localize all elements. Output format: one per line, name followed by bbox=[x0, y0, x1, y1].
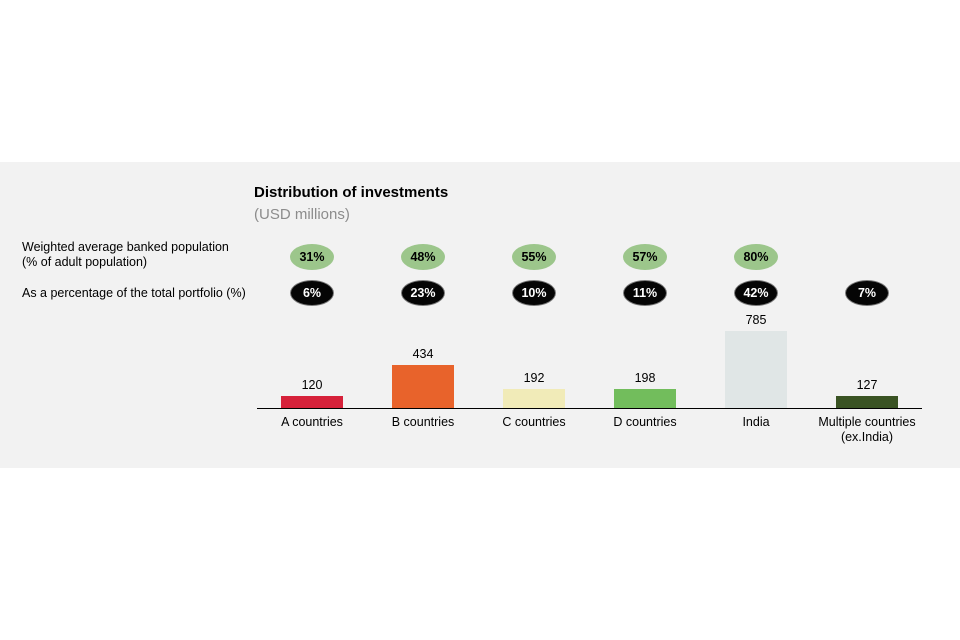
portfolio-share-badge: 6% bbox=[290, 280, 334, 306]
banked-population-badge: 55% bbox=[512, 244, 556, 270]
category-label-line: India bbox=[742, 415, 770, 429]
bar-value-label: 127 bbox=[856, 377, 878, 392]
chart-subtitle: (USD millions) bbox=[254, 206, 350, 223]
bar-value-label: 785 bbox=[745, 313, 767, 327]
category-label: Multiple countries (ex.India) bbox=[807, 415, 927, 445]
bar-value-label: 192 bbox=[523, 371, 545, 386]
bar-value-label: 198 bbox=[634, 370, 656, 385]
category-label-line: C countries bbox=[502, 415, 566, 429]
bar-value-label: 434 bbox=[412, 347, 434, 362]
banked-population-label-line2: (% of adult population) bbox=[22, 255, 148, 269]
bar-5 bbox=[725, 331, 787, 408]
category-label: B countries bbox=[363, 415, 483, 430]
category-label-line: Multiple countries bbox=[818, 415, 916, 429]
banked-population-badge: 31% bbox=[290, 244, 334, 270]
category-label: D countries bbox=[585, 415, 705, 430]
portfolio-share-badge: 11% bbox=[623, 280, 667, 306]
chart-title: Distribution of investments bbox=[254, 184, 449, 201]
portfolio-share-row-label: As a percentage of the total portfolio (… bbox=[22, 286, 246, 300]
category-label: C countries bbox=[474, 415, 594, 430]
chart-panel bbox=[0, 162, 960, 468]
x-axis-line bbox=[257, 408, 922, 409]
banked-population-row-label: Weighted average banked population (% of… bbox=[22, 240, 229, 270]
category-label: India bbox=[696, 415, 816, 430]
bar-6 bbox=[836, 395, 898, 408]
banked-population-badge: 48% bbox=[401, 244, 445, 270]
bar-2 bbox=[392, 365, 454, 408]
banked-population-badge: 80% bbox=[734, 244, 778, 270]
category-label-line: B countries bbox=[391, 415, 455, 429]
banked-population-label-line1: Weighted average banked population bbox=[22, 240, 229, 254]
category-label-line: D countries bbox=[613, 415, 677, 429]
category-label-line: (ex.India) bbox=[840, 430, 894, 444]
portfolio-share-badge: 42% bbox=[734, 280, 778, 306]
portfolio-share-badge: 7% bbox=[845, 280, 889, 306]
category-label: A countries bbox=[252, 415, 372, 430]
bar-3 bbox=[503, 389, 565, 408]
bar-1 bbox=[281, 396, 343, 408]
bar-value-label: 120 bbox=[301, 378, 323, 393]
bar-4 bbox=[614, 388, 676, 408]
portfolio-share-badge: 23% bbox=[401, 280, 445, 306]
banked-population-badge: 57% bbox=[623, 244, 667, 270]
category-label-line: A countries bbox=[281, 415, 343, 429]
portfolio-share-badge: 10% bbox=[512, 280, 556, 306]
